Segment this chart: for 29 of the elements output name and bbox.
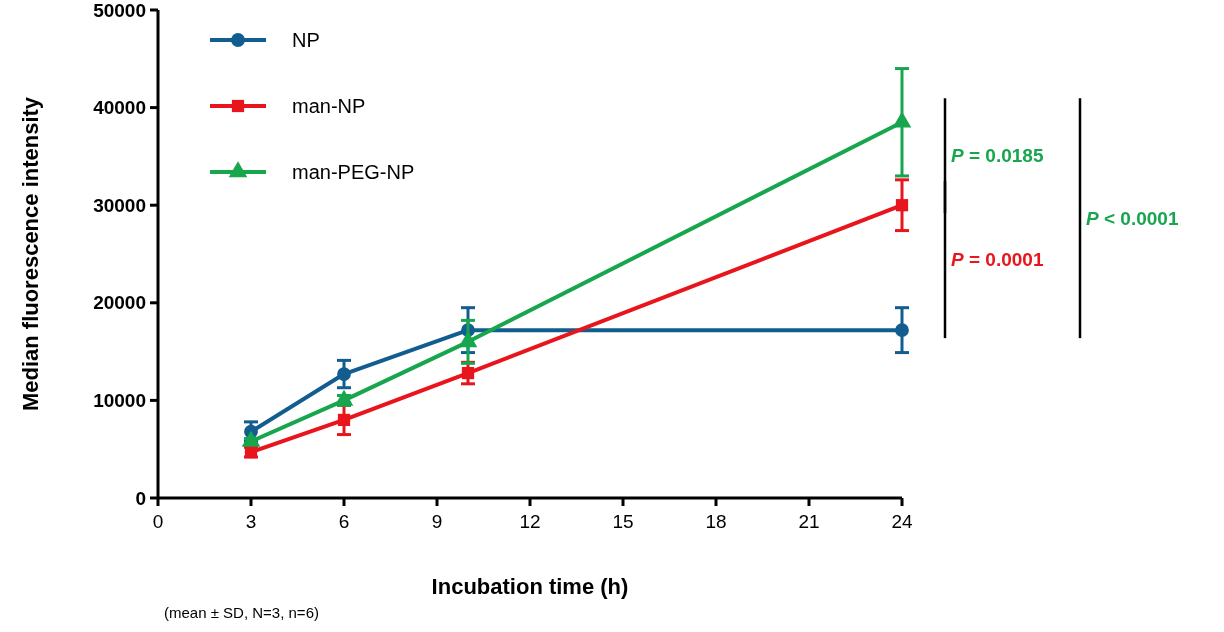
point xyxy=(895,323,909,338)
y-tick-label: 10000 xyxy=(93,390,146,412)
x-tick-label: 18 xyxy=(705,511,727,532)
x-tick-label: 9 xyxy=(431,511,443,532)
point xyxy=(461,366,475,380)
x-tick-label: 15 xyxy=(612,511,634,532)
legend-label: man-NP xyxy=(292,95,366,117)
y-tick-label: 40000 xyxy=(93,97,146,119)
text: P = 0.0185 xyxy=(951,145,1044,167)
point xyxy=(337,413,351,427)
y-tick-label: 0 xyxy=(135,487,146,509)
y-tick-label: 20000 xyxy=(93,292,146,314)
y-tick-label: 50000 xyxy=(93,0,146,21)
x-tick-label: 24 xyxy=(891,511,913,532)
legend-label: man-PEG-NP xyxy=(292,161,415,183)
x-tick-label: 3 xyxy=(245,511,257,532)
x-axis-title: Incubation time (h) xyxy=(431,574,629,599)
text: (mean ± SD, N=3, n=6) xyxy=(164,604,319,621)
y-axis-title: Median fluorescence intensity xyxy=(18,96,43,412)
legend-label: NP xyxy=(292,29,320,51)
x-tick-label: 0 xyxy=(152,511,164,532)
text: P < 0.0001 xyxy=(1086,207,1179,229)
point xyxy=(895,199,909,212)
x-tick-label: 21 xyxy=(798,511,820,532)
text: P = 0.0001 xyxy=(951,249,1044,271)
x-tick-label: 6 xyxy=(338,511,350,532)
point xyxy=(337,367,351,381)
x-tick-label: 12 xyxy=(519,511,541,532)
y-tick-label: 30000 xyxy=(93,194,146,216)
